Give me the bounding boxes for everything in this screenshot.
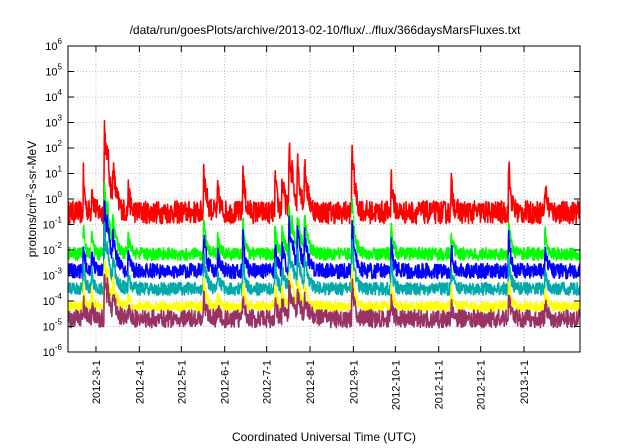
series-line [68,273,580,329]
y-tick-label: 10-6 [43,343,63,359]
chart-title: /data/run/goesPlots/archive/2013-02-10/f… [130,23,522,37]
y-tick-label: 104 [45,88,62,104]
y-tick-label: 10-4 [43,292,63,308]
y-tick-label: 105 [45,63,62,79]
x-tick-label: 2013-1-1 [519,360,531,404]
x-axis-ticks: 2012-3-1 2012-4-1 2012-5-1 2012-6-1 2012-7-1… [91,46,531,410]
series-line [68,200,580,280]
x-tick-label: 2012-11-1 [434,360,446,409]
series-layer [68,119,580,329]
x-axis-label: Coordinated Universal Time (UTC) [232,430,416,444]
x-tick-label: 2012-3-1 [91,360,103,404]
x-tick-label: 2012-4-1 [134,360,146,404]
y-tick-label: 100 [45,190,62,206]
y-axis-label: protons/cm2-s-sr-MeV [25,141,40,257]
y-axis-ticks: 10-6 10-5 10-4 10-3 10-2 10-1 100 101 102 103 104 1… [43,37,580,359]
grid-lines [68,46,580,352]
y-tick-label: 10-3 [43,267,63,283]
x-tick-label: 2012-7-1 [262,360,274,404]
x-tick-label: 2012-8-1 [305,360,317,404]
series-line [68,119,580,225]
x-tick-label: 2012-12-1 [476,360,488,410]
y-axis-label-rest: -s-sr-MeV [25,141,39,194]
series-line [68,181,580,262]
x-tick-label: 2012-6-1 [220,360,232,404]
y-axis-label-base: protons/cm [25,198,39,257]
y-axis-label-sup: 2 [25,193,34,198]
y-tick-label: 10-2 [43,241,63,257]
x-tick-label: 2012-5-1 [176,360,188,404]
y-tick-label: 10-5 [43,318,63,334]
y-tick-label: 106 [45,37,62,53]
x-tick-label: 2012-10-1 [390,360,402,410]
x-tick-label: 2012-9-1 [348,360,360,404]
y-tick-label: 10-1 [43,216,63,232]
series-line [68,258,580,313]
series-line [68,221,580,297]
y-tick-label: 103 [45,114,62,130]
y-tick-label: 101 [45,165,62,181]
y-tick-label: 102 [45,139,62,155]
